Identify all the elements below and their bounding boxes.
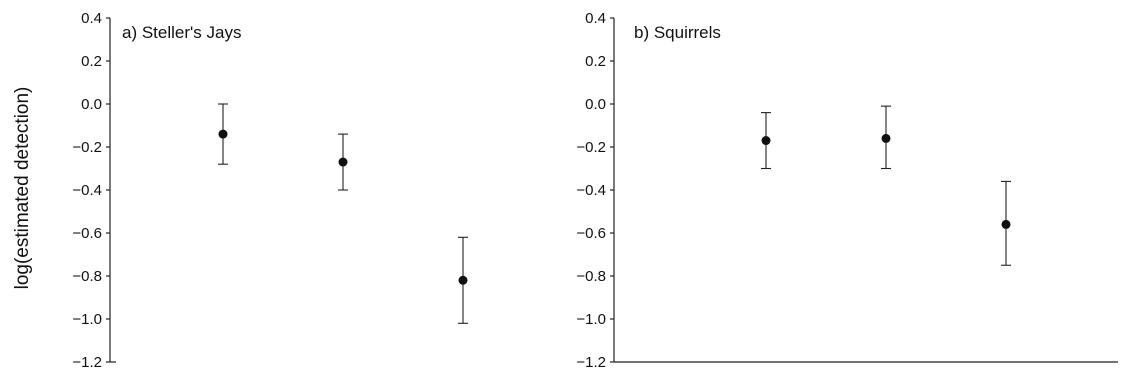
panel-title: b) Squirrels (634, 23, 721, 42)
data-point (881, 133, 891, 143)
panel-b-squirrels: 0.4 0.2 0.0 −0.2 −0.4 −0.6 −0.8 −1.0 −1.2 b) Squi… (576, 10, 1118, 371)
panel-a-stellers-jays: 0.4 0.2 0.0 −0.2 −0.4 −0.6 −0.8 −1.0 −1.2 a) Stel… (72, 10, 468, 371)
y-tick-label: −1.0 (72, 311, 102, 328)
y-tick-label: −0.6 (576, 225, 606, 242)
y-tick-label: −0.6 (72, 225, 102, 242)
y-tick-label: 0.0 (585, 96, 606, 113)
y-axis-title: log(estimated detection) (12, 87, 33, 290)
y-tick-label: −1.0 (576, 311, 606, 328)
y-tick-label: −0.4 (576, 182, 606, 199)
y-tick-label: −1.2 (576, 354, 606, 371)
y-tick-label: 0.2 (585, 53, 606, 70)
y-tick-label: 0.0 (81, 96, 102, 113)
data-point (1001, 219, 1011, 229)
panel-title: a) Steller's Jays (122, 23, 241, 42)
y-tick-label: −0.8 (576, 268, 606, 285)
data-point (761, 136, 771, 146)
y-tick-label: −0.8 (72, 268, 102, 285)
data-point (218, 129, 228, 139)
y-tick-label: −0.2 (576, 139, 606, 156)
data-point (338, 157, 348, 167)
y-tick-label: −1.2 (72, 354, 102, 371)
y-tick-label: 0.4 (81, 10, 102, 27)
y-tick-label: 0.4 (585, 10, 606, 27)
y-tick-label: −0.2 (72, 139, 102, 156)
y-tick-label: 0.2 (81, 53, 102, 70)
data-point (458, 275, 468, 285)
y-tick-label: −0.4 (72, 182, 102, 199)
